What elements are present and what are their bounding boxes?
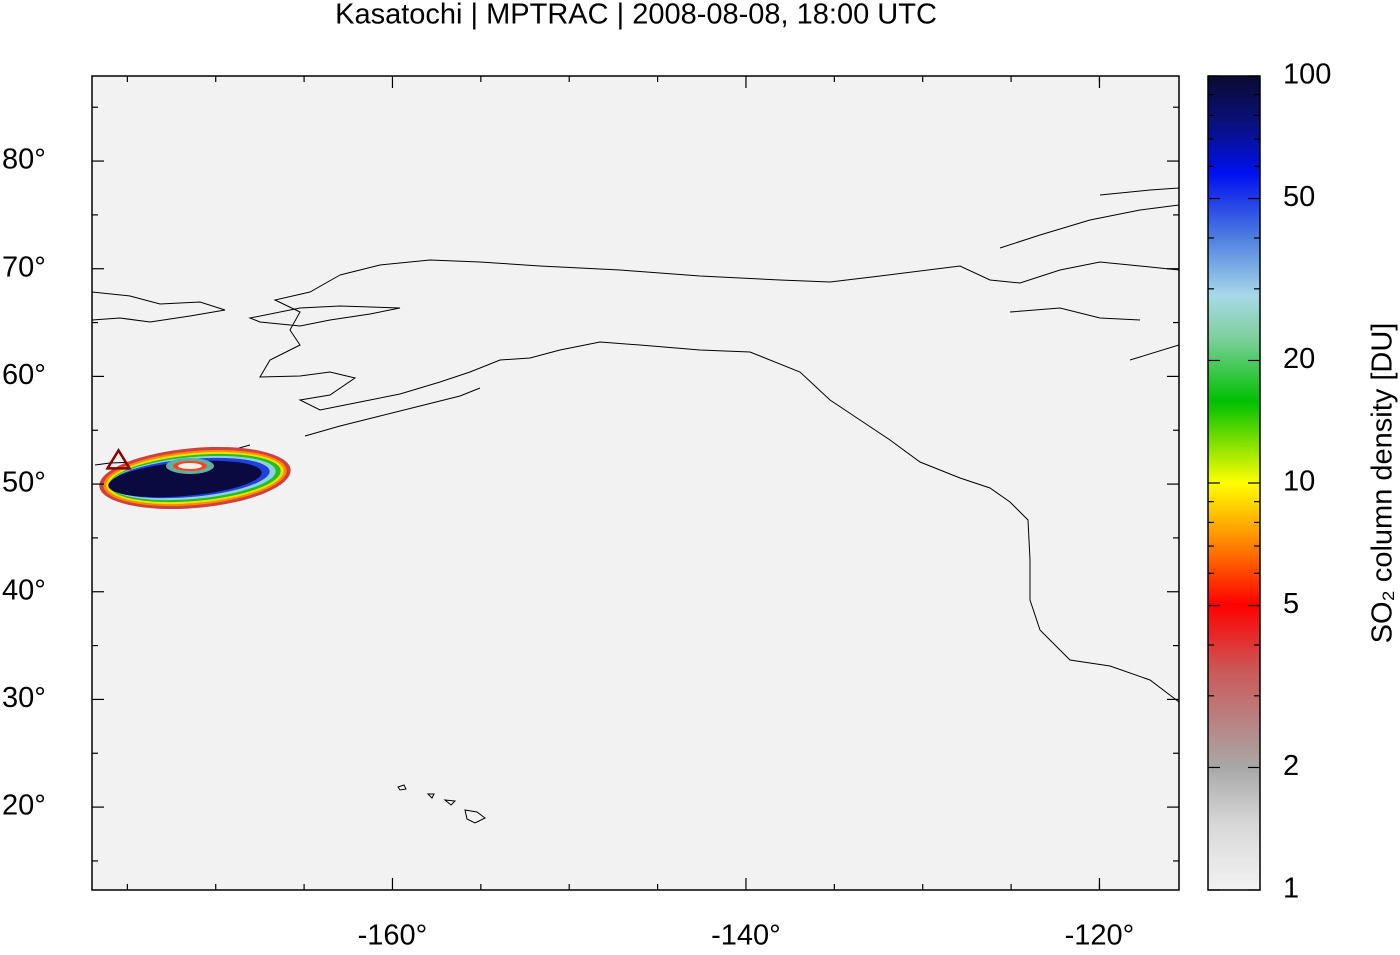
so2-plume	[99, 446, 291, 510]
y-tick-label: 70°	[2, 251, 46, 283]
colorbar-tick-label: 50	[1283, 181, 1315, 213]
volcano-marker	[105, 447, 132, 470]
y-tick-label: 30°	[2, 682, 46, 714]
colorbar-tick-label: 2	[1283, 750, 1299, 782]
colorbar-tick-label: 20	[1283, 343, 1315, 375]
x-tick-label: -120°	[1065, 920, 1135, 950]
chart-title: Kasatochi | MPTRAC | 2008-08-08, 18:00 U…	[335, 0, 937, 31]
colorbar-tick-label: 5	[1283, 588, 1299, 620]
colorbar-tick-label: 1	[1283, 873, 1299, 905]
y-tick-label: 60°	[2, 359, 46, 391]
x-tick-label: -140°	[711, 920, 781, 950]
coastlines	[92, 187, 1179, 824]
y-tick-label: 50°	[2, 467, 46, 499]
x-tick-label: -160°	[358, 920, 428, 950]
colorbar-tick-label: 10	[1283, 466, 1315, 498]
plot-frame	[91, 75, 1180, 891]
y-tick-label: 40°	[2, 574, 46, 606]
y-tick-label: 20°	[2, 790, 46, 822]
colorbar-tick-label: 100	[1283, 59, 1331, 91]
y-tick-label: 80°	[2, 144, 46, 176]
colorbar-label: SO₂ column density [DU]	[1367, 323, 1399, 644]
